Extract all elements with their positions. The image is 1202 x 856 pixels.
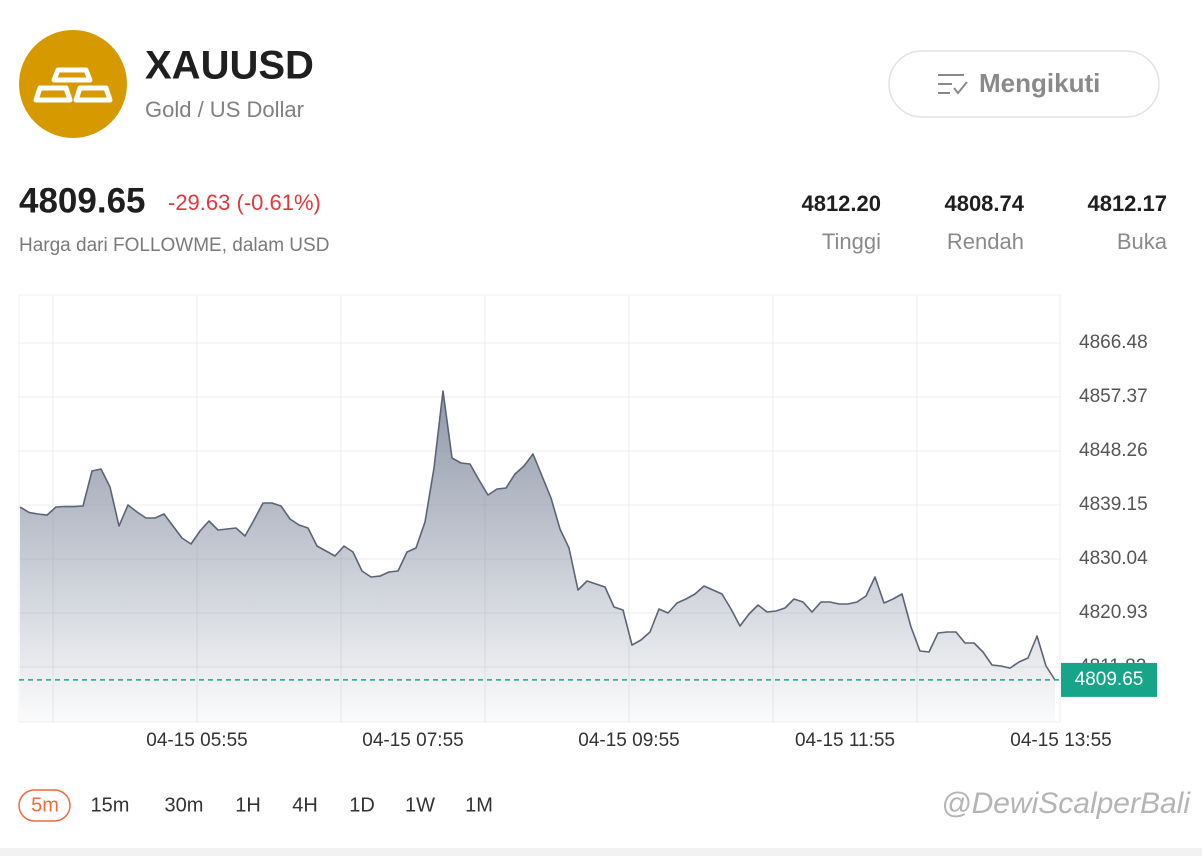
y-tick-label: 4848.26	[1079, 440, 1148, 461]
y-tick-label: 4866.48	[1079, 332, 1148, 353]
x-tick-label: 04-15 07:55	[362, 730, 463, 751]
chart: 4811.824820.934830.044839.154848.264857.…	[18, 294, 1157, 751]
price-source: Harga dari FOLLOWME, dalam USD	[19, 235, 329, 256]
symbol-name: Gold / US Dollar	[145, 97, 304, 122]
symbol: XAUUSD	[145, 44, 314, 88]
y-tick-label: 4830.04	[1079, 548, 1148, 569]
price-line	[19, 390, 1056, 681]
price-area	[20, 391, 1055, 722]
x-tick-label: 04-15 11:55	[795, 730, 895, 751]
x-tick-label: 04-15 13:55	[1010, 730, 1111, 751]
stat-value: 4812.17	[1087, 191, 1167, 216]
follow-button[interactable]: Mengikuti	[888, 50, 1160, 118]
timeframe-bar: 5m 15m 30m 1H 4H 1D 1W 1M	[18, 789, 493, 822]
gold-icon	[19, 30, 127, 138]
timeframe[interactable]: 15m	[91, 794, 130, 816]
stat-label: Tinggi	[822, 229, 881, 254]
follow-button-bg[interactable]	[888, 50, 1160, 118]
timeframe[interactable]: 1M	[465, 794, 493, 816]
timeframe[interactable]: 1H	[235, 794, 261, 816]
timeframe[interactable]: 1W	[405, 794, 435, 816]
watermark: @DewiScalperBali	[941, 787, 1191, 820]
timeframe[interactable]: 30m	[165, 794, 204, 816]
follow-label[interactable]: Mengikuti	[979, 68, 1100, 98]
timeframe-active[interactable]	[18, 789, 71, 822]
stat-value: 4812.20	[801, 191, 881, 216]
price-change: -29.63 (-0.61%)	[168, 190, 321, 215]
gold-bars	[33, 67, 113, 103]
stats: 4812.20 Tinggi 4808.74 Rendah 4812.17 Buka	[801, 191, 1167, 254]
y-tick-label: 4839.15	[1079, 494, 1148, 515]
y-tick-label: 4857.37	[1079, 386, 1148, 407]
stat-value: 4808.74	[944, 191, 1024, 216]
stat-label: Buka	[1117, 229, 1168, 254]
y-tick-label: 4820.93	[1079, 602, 1148, 623]
follow-icon	[938, 74, 968, 95]
timeframe[interactable]: 1D	[349, 794, 375, 816]
last-price-label: 4809.65	[1075, 669, 1144, 690]
x-tick-label: 04-15 09:55	[578, 730, 679, 751]
last-price-tag	[1061, 662, 1157, 697]
stat-label: Rendah	[947, 229, 1024, 254]
timeframe[interactable]: 5m	[31, 794, 59, 816]
timeframe[interactable]: 4H	[292, 794, 318, 816]
price: 4809.65	[19, 181, 146, 220]
bottom-strip	[0, 848, 1202, 856]
x-tick-label: 04-15 05:55	[146, 730, 247, 751]
